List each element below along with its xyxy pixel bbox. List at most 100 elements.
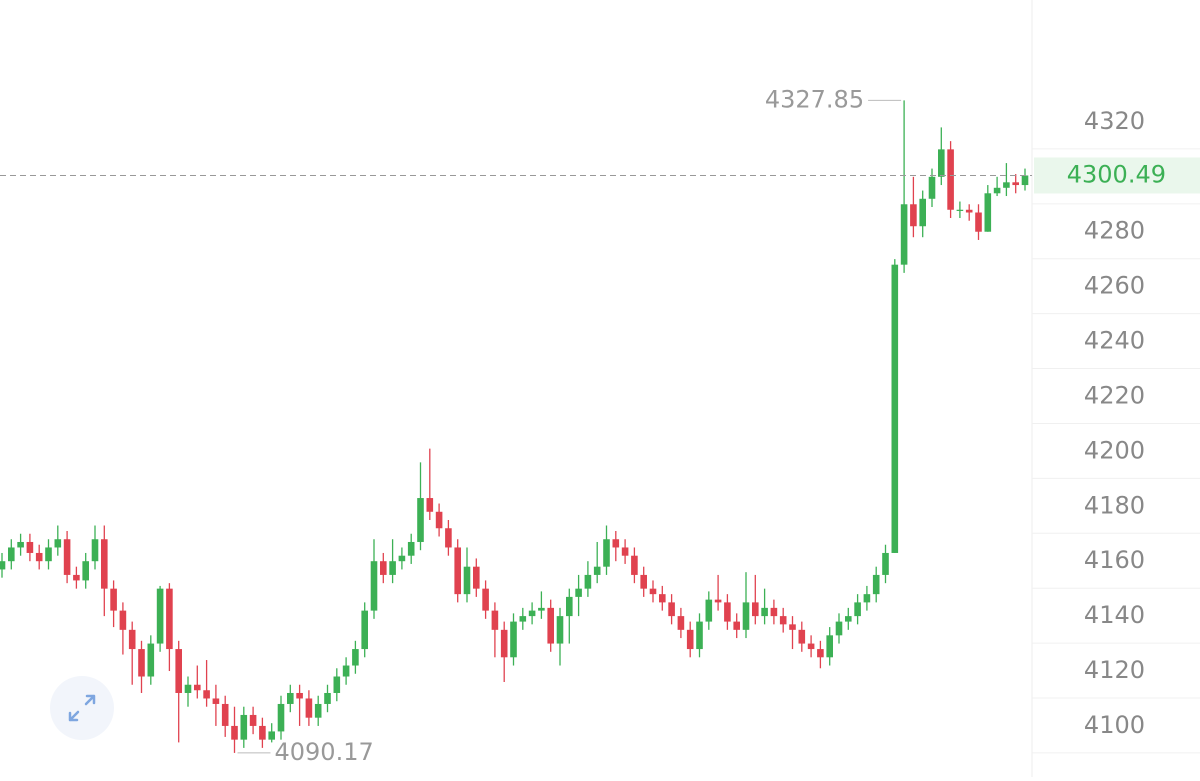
candle-body	[677, 616, 685, 630]
candle-body	[35, 552, 43, 562]
candle-body	[686, 629, 694, 650]
y-tick-label: 4160	[1084, 546, 1145, 574]
candle-body	[370, 561, 378, 611]
candle-body	[621, 547, 629, 556]
candle-body	[63, 539, 71, 575]
candle-body	[714, 599, 722, 603]
y-tick-label: 4200	[1084, 436, 1145, 464]
candle-body	[519, 616, 527, 622]
candle-body	[398, 555, 406, 562]
candle-body	[473, 566, 480, 589]
y-tick-label: 4140	[1084, 601, 1145, 629]
candle-body	[110, 588, 117, 611]
candle-body	[733, 621, 740, 630]
candle-body	[975, 212, 982, 232]
candle-body	[528, 610, 536, 617]
candle-body	[324, 692, 331, 704]
candle-body	[798, 629, 806, 644]
candle-body	[612, 539, 620, 548]
candle-body	[305, 698, 313, 718]
low-label: 4090.17	[275, 738, 374, 766]
candle-body	[789, 624, 796, 630]
candle-body	[17, 541, 24, 548]
candle-body	[249, 714, 257, 726]
candle-body	[993, 187, 1001, 194]
candle-body	[779, 616, 787, 625]
candle-body	[965, 209, 973, 213]
candle-body	[575, 588, 582, 597]
candle-body	[73, 574, 80, 581]
candle-body	[761, 607, 768, 617]
candle-body	[566, 596, 573, 617]
candle-body	[910, 204, 917, 227]
y-tick-label: 4280	[1084, 217, 1145, 245]
candle-body	[268, 731, 275, 740]
candle-body	[156, 588, 164, 644]
candle-body	[724, 602, 731, 622]
candle-body	[817, 649, 824, 658]
candle-body	[463, 566, 471, 595]
candle-body	[1021, 175, 1029, 186]
candle-body	[231, 725, 238, 740]
candle-body	[342, 665, 350, 677]
candle-body	[742, 602, 750, 630]
candle-body	[426, 498, 434, 512]
candle-body	[659, 594, 666, 603]
candle-body	[584, 574, 592, 589]
candle-body	[705, 599, 713, 622]
expand-icon	[68, 694, 96, 722]
y-tick-label: 4180	[1084, 491, 1145, 519]
candle-body	[938, 149, 945, 177]
candle-body	[593, 566, 601, 575]
candle-body	[352, 649, 359, 666]
candle-body	[8, 547, 15, 562]
candle-body	[287, 692, 294, 704]
candle-body	[510, 621, 517, 658]
candle-body	[807, 643, 815, 650]
candle-body	[296, 692, 303, 699]
candle-body	[556, 616, 564, 644]
expand-button[interactable]	[50, 676, 114, 740]
candle-body	[407, 541, 415, 556]
candle-body	[380, 561, 387, 575]
y-tick-label: 4100	[1084, 711, 1145, 739]
candle-body	[435, 511, 443, 529]
candle-body	[770, 607, 778, 617]
candle-body	[482, 588, 489, 611]
expand-bg	[50, 676, 114, 740]
candle-body	[138, 649, 145, 677]
candle-body	[184, 684, 192, 693]
y-tick-label: 4120	[1084, 656, 1145, 684]
candle-body	[26, 541, 34, 553]
candle-body	[752, 602, 759, 617]
candle-body	[0, 561, 6, 570]
y-tick-label: 4240	[1084, 327, 1145, 355]
candle-body	[649, 588, 657, 595]
candle-body	[845, 616, 852, 622]
candle-body	[128, 629, 136, 650]
candle-body	[826, 635, 833, 658]
candle-body	[854, 602, 861, 617]
candle-body	[919, 198, 926, 227]
candle-body	[389, 561, 396, 575]
candle-body	[491, 610, 499, 630]
candle-body	[603, 539, 610, 567]
y-tick-label: 4320	[1084, 107, 1145, 135]
candle-body	[203, 690, 210, 699]
candle-body	[45, 547, 52, 562]
last-price-label: 4300.49	[1067, 160, 1166, 188]
candle-body	[500, 629, 508, 658]
last-price-bg	[1034, 157, 1200, 194]
candle-body	[166, 588, 173, 650]
candle-body	[119, 610, 127, 630]
candle-body	[194, 684, 201, 691]
candle-body	[212, 698, 220, 704]
candle-body	[900, 204, 908, 265]
candle-body	[891, 264, 899, 553]
candle-body	[82, 561, 89, 581]
candle-body	[101, 539, 108, 589]
candle-body	[872, 574, 880, 595]
candle-body	[547, 607, 554, 644]
